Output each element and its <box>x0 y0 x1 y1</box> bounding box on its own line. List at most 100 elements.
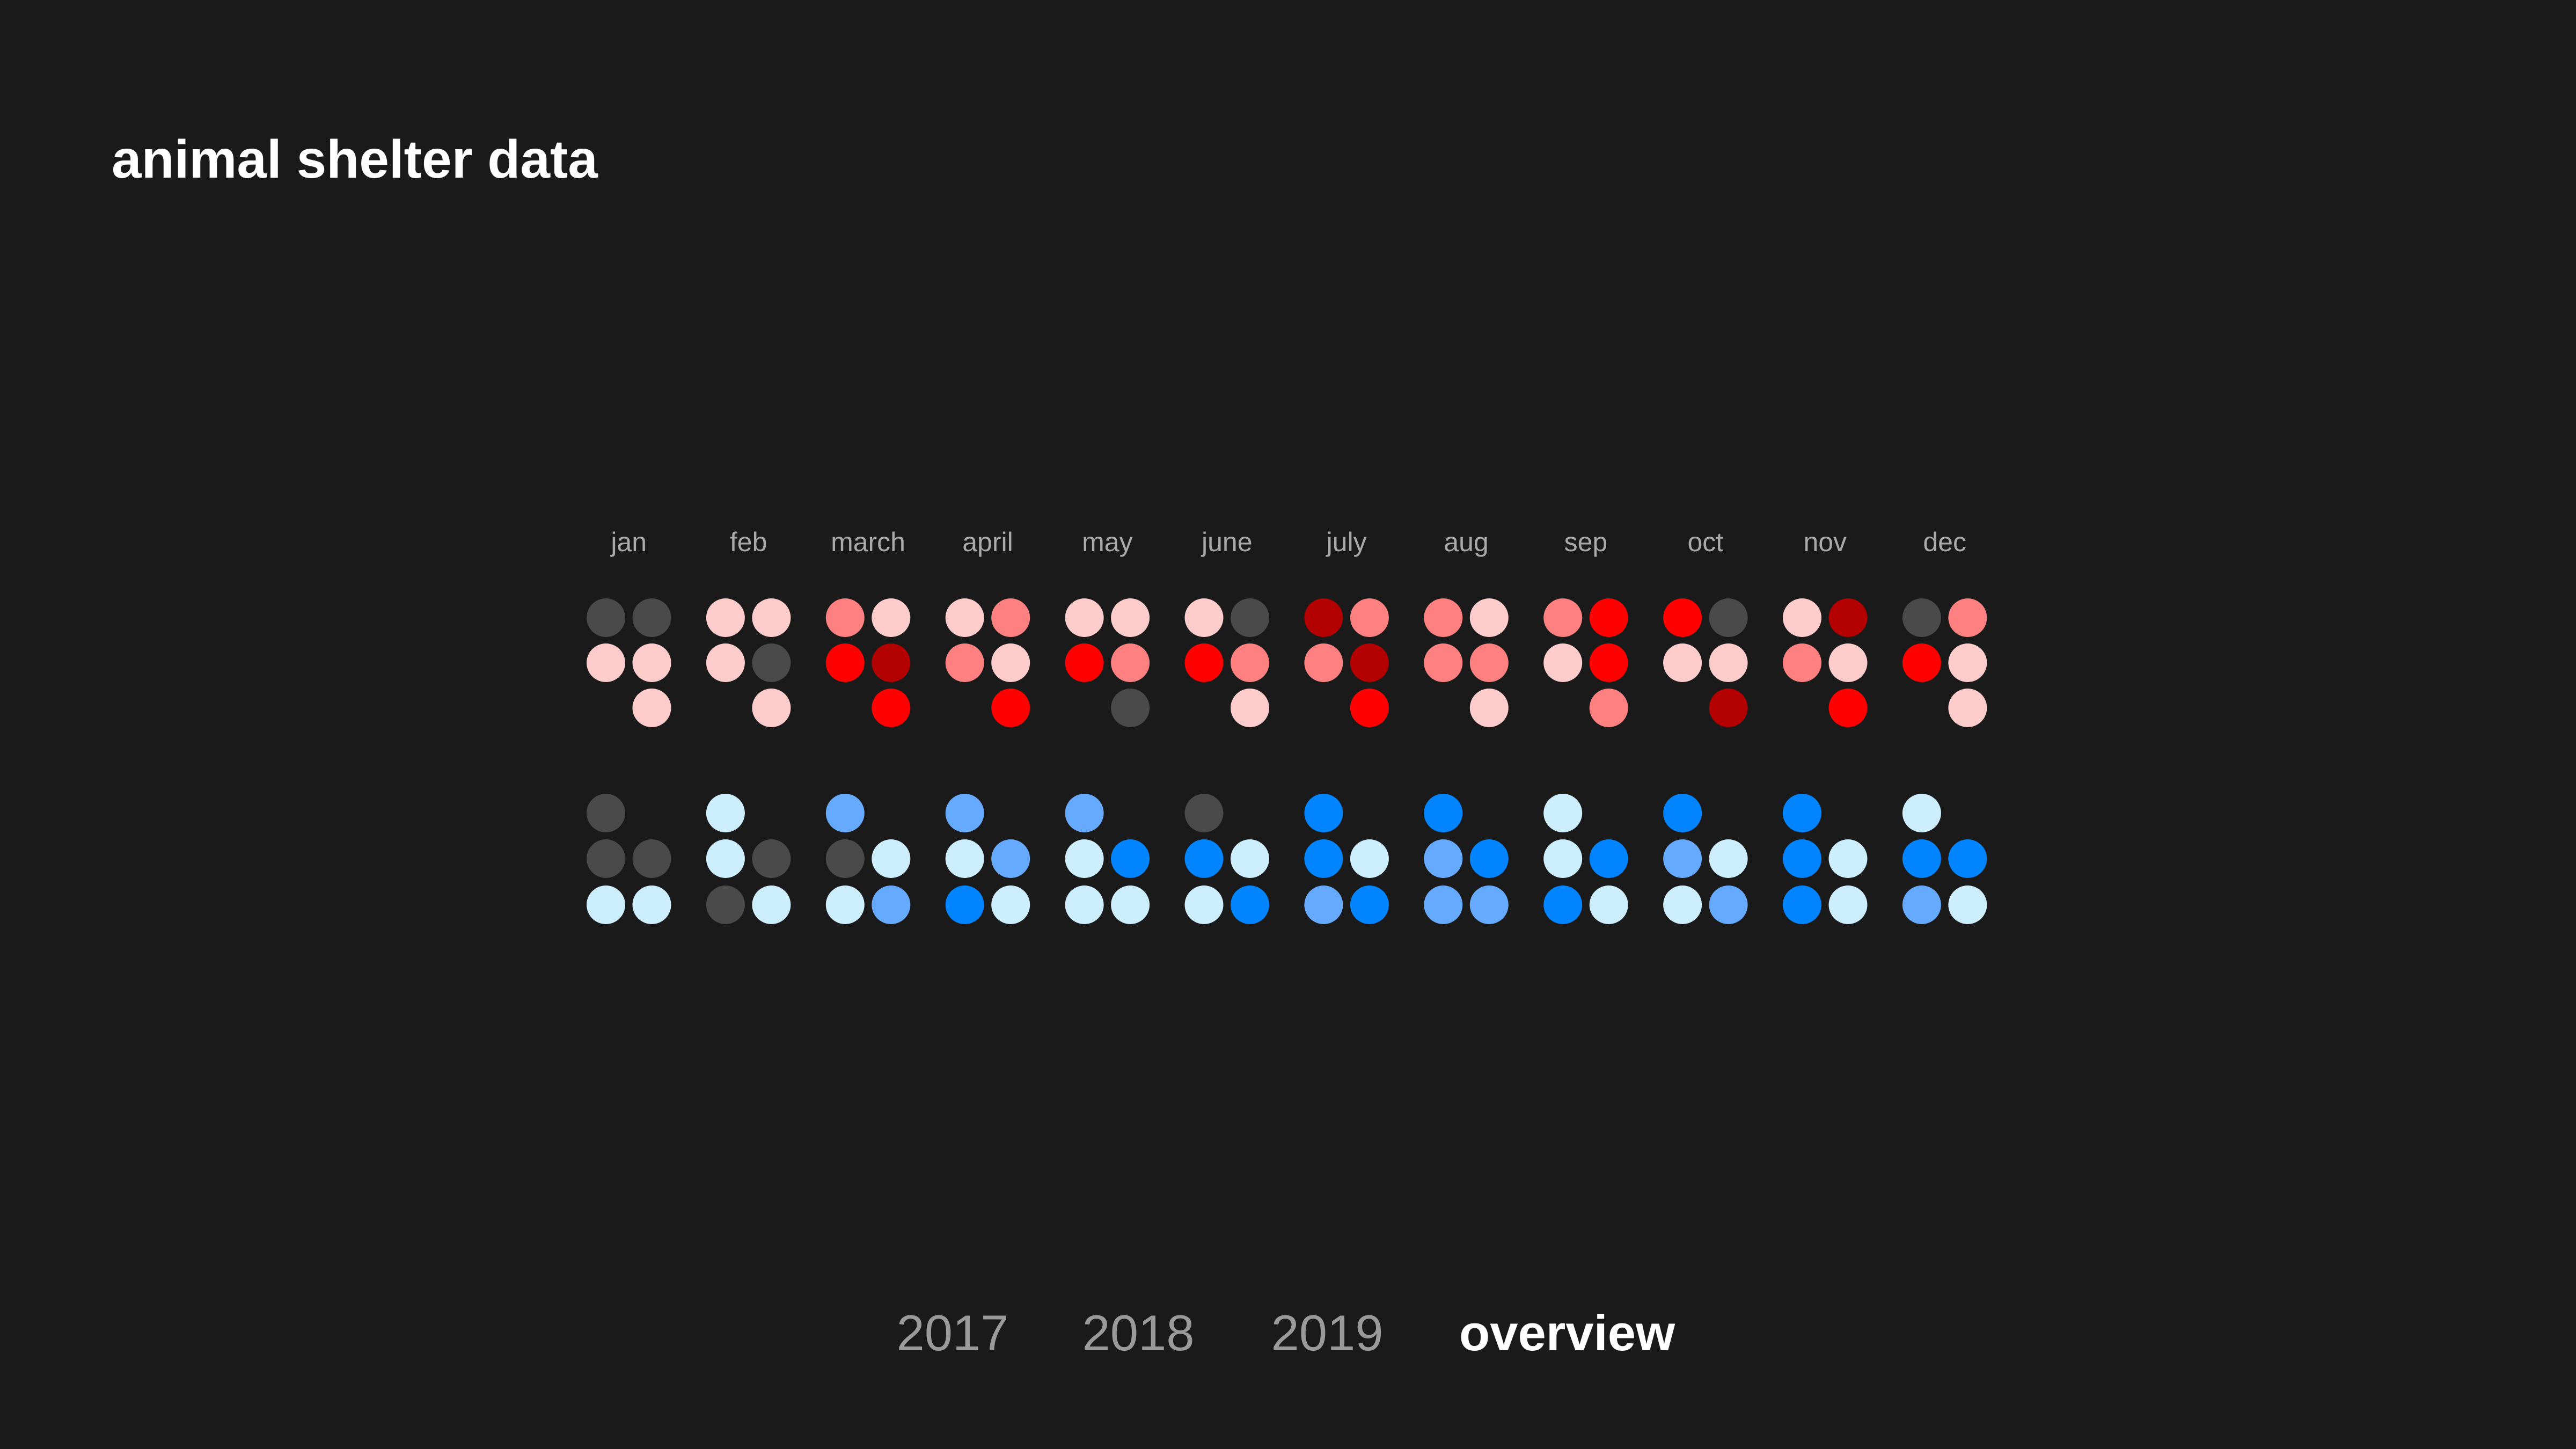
blue-dot-june-r3c2 <box>1231 885 1269 924</box>
red-dot-oct-r1c1 <box>1663 598 1702 637</box>
blue-dot-jan-r2c1 <box>587 839 625 878</box>
red-dot-nov-r1c1 <box>1783 598 1821 637</box>
blue-dot-sep-r2c2 <box>1589 839 1628 878</box>
blue-dot-aug-r3c2 <box>1469 885 1509 924</box>
blue-dot-dec-r2c1 <box>1902 839 1941 878</box>
blue-dot-oct-r2c2 <box>1709 839 1748 878</box>
red-dot-oct-r2c1 <box>1663 643 1702 682</box>
nav-2017[interactable]: 2017 <box>896 1305 1009 1361</box>
blue-dot-may-r3c2 <box>1111 885 1150 924</box>
red-dot-july-r3c2 <box>1350 689 1389 727</box>
red-dot-jan-r2c2 <box>632 643 671 682</box>
blue-dot-sep-r2c1 <box>1543 839 1583 878</box>
blue-dot-july-r1c1 <box>1304 794 1343 832</box>
blue-dot-jan-r1c1 <box>587 794 625 832</box>
red-dot-sep-r2c2 <box>1589 643 1628 682</box>
blue-dot-dec-r3c1 <box>1902 885 1941 924</box>
blue-dot-aug-r2c1 <box>1424 839 1463 878</box>
blue-dot-sep-r3c2 <box>1589 885 1628 924</box>
red-dot-aug-r2c2 <box>1469 643 1509 682</box>
blue-dot-oct-r2c1 <box>1663 839 1702 878</box>
blue-dot-jan-r3c2 <box>632 885 671 924</box>
month-label-jan: jan <box>610 527 647 557</box>
blue-dot-feb-r1c1 <box>706 794 745 832</box>
red-dot-aug-r1c1 <box>1424 598 1463 637</box>
blue-dot-may-r2c1 <box>1065 839 1104 878</box>
blue-dot-oct-r1c1 <box>1663 794 1702 832</box>
red-dot-june-r3c2 <box>1231 689 1269 727</box>
blue-dot-dec-r1c1 <box>1902 794 1941 832</box>
red-dot-oct-r1c2 <box>1709 598 1748 637</box>
blue-dot-nov-r2c1 <box>1783 839 1821 878</box>
month-label-april: april <box>962 527 1013 557</box>
red-dot-sep-r1c1 <box>1543 598 1583 637</box>
month-label-march: march <box>831 527 905 557</box>
red-dot-dec-r2c1 <box>1902 643 1941 682</box>
red-dot-aug-r3c2 <box>1469 689 1509 727</box>
nav-overview[interactable]: overview <box>1459 1305 1675 1361</box>
red-dot-jan-r1c2 <box>632 598 671 637</box>
red-dot-jan-r3c2 <box>632 689 671 727</box>
red-dot-july-r1c2 <box>1350 598 1389 637</box>
red-dot-feb-r3c2 <box>752 689 791 727</box>
month-label-july: july <box>1326 527 1367 557</box>
blue-dot-june-r2c1 <box>1184 839 1224 878</box>
blue-dot-dec-r2c2 <box>1948 839 1987 878</box>
month-label-aug: aug <box>1444 527 1488 557</box>
blue-dot-july-r2c1 <box>1304 839 1343 878</box>
blue-dot-april-r3c2 <box>991 885 1030 924</box>
blue-dot-sep-r3c1 <box>1543 885 1583 924</box>
blue-dot-aug-r3c1 <box>1424 885 1463 924</box>
red-dot-nov-r2c2 <box>1828 643 1868 682</box>
blue-dot-march-r3c1 <box>825 885 865 924</box>
blue-dot-july-r3c2 <box>1350 885 1389 924</box>
month-label-june: june <box>1201 527 1253 557</box>
blue-dot-april-r1c1 <box>945 794 984 832</box>
blue-dot-sep-r1c1 <box>1543 794 1583 832</box>
blue-dot-may-r2c2 <box>1111 839 1150 878</box>
blue-dot-aug-r2c2 <box>1469 839 1509 878</box>
blue-dot-june-r1c1 <box>1184 794 1224 832</box>
blue-dot-dec-r3c2 <box>1948 885 1987 924</box>
blue-dot-nov-r3c2 <box>1828 885 1868 924</box>
red-dot-nov-r1c2 <box>1828 598 1868 637</box>
nav-2019[interactable]: 2019 <box>1271 1305 1384 1361</box>
blue-dot-july-r3c1 <box>1304 885 1343 924</box>
nav-2018[interactable]: 2018 <box>1082 1305 1195 1361</box>
red-dot-may-r2c1 <box>1065 643 1104 682</box>
red-dot-march-r1c2 <box>872 598 911 637</box>
blue-dot-jan-r3c1 <box>587 885 625 924</box>
blue-dot-feb-r2c1 <box>706 839 745 878</box>
blue-dot-june-r3c1 <box>1184 885 1224 924</box>
red-dot-april-r1c2 <box>991 598 1030 637</box>
red-dot-july-r1c1 <box>1304 598 1343 637</box>
blue-dot-oct-r3c2 <box>1709 885 1748 924</box>
month-label-dec: dec <box>1923 527 1966 557</box>
blue-dot-march-r1c1 <box>825 794 865 832</box>
blue-dot-march-r3c2 <box>872 885 911 924</box>
blue-dot-april-r2c2 <box>991 839 1030 878</box>
month-label-may: may <box>1082 527 1132 557</box>
month-label-oct: oct <box>1687 527 1723 557</box>
red-dot-june-r1c2 <box>1231 598 1269 637</box>
red-dot-march-r1c1 <box>825 598 865 637</box>
red-dot-feb-r2c1 <box>706 643 745 682</box>
blue-dot-march-r2c2 <box>872 839 911 878</box>
red-dot-feb-r1c1 <box>706 598 745 637</box>
page-title: animal shelter data <box>112 129 598 189</box>
red-dot-sep-r3c2 <box>1589 689 1628 727</box>
blue-dot-jan-r2c2 <box>632 839 671 878</box>
red-dot-sep-r1c2 <box>1589 598 1628 637</box>
blue-dot-aug-r1c1 <box>1424 794 1463 832</box>
red-dot-feb-r1c2 <box>752 598 791 637</box>
blue-dot-nov-r3c1 <box>1783 885 1821 924</box>
red-dot-nov-r3c2 <box>1828 689 1868 727</box>
red-dot-april-r2c2 <box>991 643 1030 682</box>
red-dot-june-r2c2 <box>1231 643 1269 682</box>
blue-dot-march-r2c1 <box>825 839 865 878</box>
red-dot-jan-r1c1 <box>587 598 625 637</box>
red-dot-march-r2c1 <box>825 643 865 682</box>
blue-dot-may-r3c1 <box>1065 885 1104 924</box>
month-label-nov: nov <box>1803 527 1847 557</box>
